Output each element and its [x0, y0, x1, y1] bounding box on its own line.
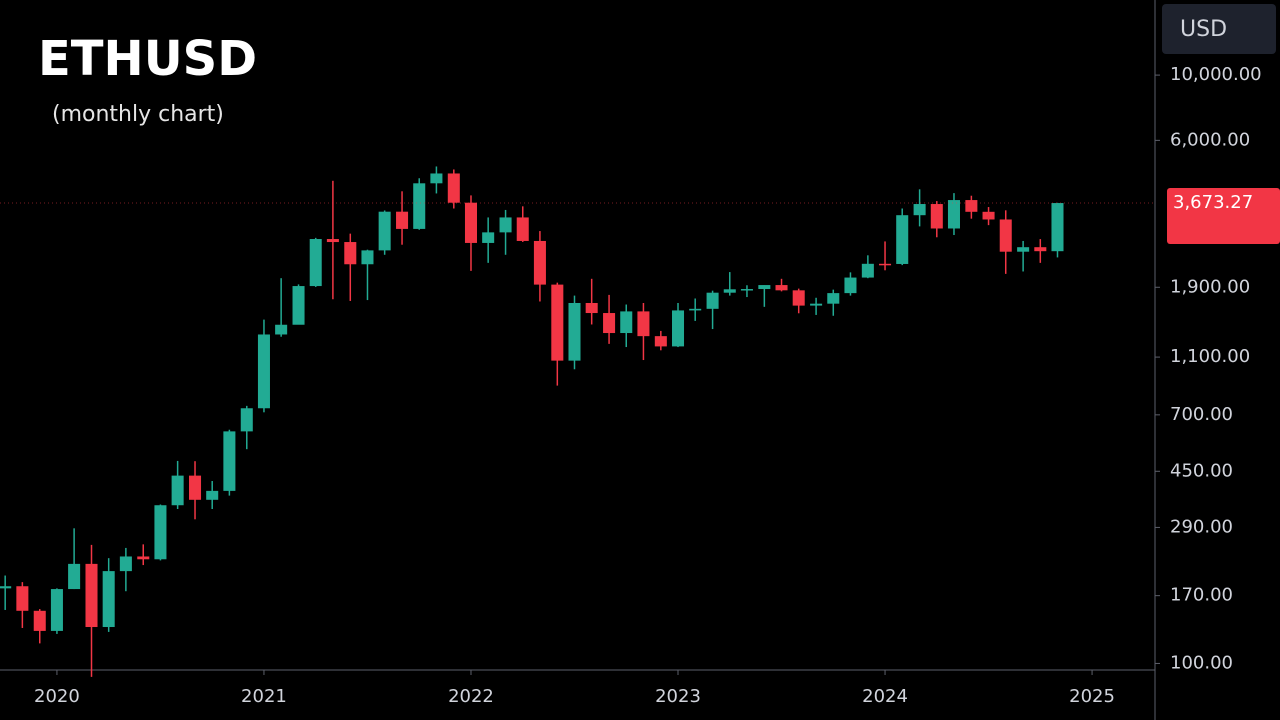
candle-body: [68, 563, 81, 590]
candle-body: [568, 302, 581, 361]
x-tick-label: 2024: [862, 686, 908, 707]
candle-body: [137, 556, 150, 560]
x-tick-label: 2023: [655, 686, 701, 707]
candle-body: [223, 431, 236, 491]
x-tick-label: 2022: [448, 686, 494, 707]
last-price-box: [1167, 188, 1280, 245]
candle-body: [982, 211, 995, 220]
plot-area: [0, 166, 1064, 677]
candle-body: [999, 219, 1012, 252]
candle-body: [533, 240, 546, 285]
y-tick-label: 100.00: [1170, 652, 1233, 673]
candle-body: [85, 563, 98, 628]
candle-body: [344, 242, 357, 265]
candle-body: [896, 215, 909, 264]
candle-body: [1034, 247, 1047, 252]
x-tick-label: 2021: [241, 686, 287, 707]
candle-body: [447, 173, 460, 203]
candle-body: [723, 289, 736, 293]
candle-body: [671, 310, 685, 347]
candle-body: [879, 263, 892, 266]
candle-body: [206, 490, 219, 500]
y-tick-label: 450.00: [1170, 460, 1233, 481]
candle-body: [689, 308, 702, 311]
candle-body: [0, 586, 12, 589]
candle-body: [930, 204, 943, 229]
y-tick-label: 700.00: [1170, 404, 1233, 425]
candle-body: [154, 505, 167, 560]
candle-body: [792, 290, 805, 306]
candle-body: [16, 586, 29, 611]
candle-body: [603, 313, 616, 334]
candle-body: [189, 475, 202, 500]
candle-body: [516, 217, 529, 241]
candle-body: [1051, 203, 1064, 252]
candle-body: [482, 232, 495, 243]
candle-body: [740, 289, 753, 291]
candle-body: [585, 302, 598, 314]
candle-body: [396, 211, 409, 229]
candle-body: [758, 285, 771, 290]
candle-body: [499, 217, 512, 233]
y-tick-label: 1,100.00: [1170, 346, 1250, 367]
candle-body: [309, 239, 322, 287]
candle-body: [620, 311, 633, 334]
y-tick-label: 6,000.00: [1170, 129, 1250, 150]
chart-subtitle: (monthly chart): [52, 102, 224, 127]
candle-body: [637, 311, 650, 337]
y-tick-label: 10,000.00: [1170, 64, 1262, 85]
y-tick-label: 1,900.00: [1170, 276, 1250, 297]
candle-body: [102, 571, 115, 628]
candle-body: [706, 292, 719, 309]
candle-body: [464, 202, 477, 243]
candle-body: [810, 303, 823, 306]
currency-box[interactable]: [1162, 4, 1276, 54]
candle-body: [275, 324, 288, 335]
y-tick-label: 170.00: [1170, 585, 1233, 606]
candle-body: [361, 250, 374, 265]
candle-body: [50, 589, 63, 631]
candle-body: [827, 293, 840, 304]
last-price-label: 3,673.27: [1173, 192, 1253, 213]
x-tick-label: 2020: [34, 686, 80, 707]
y-tick-label: 290.00: [1170, 516, 1233, 537]
candle-body: [861, 263, 874, 278]
candle-body: [775, 285, 788, 291]
candle-body: [413, 183, 426, 229]
candle-body: [240, 408, 253, 432]
candle-body: [913, 204, 926, 216]
candle-body: [292, 286, 305, 325]
chart-title: ETHUSD: [38, 31, 257, 87]
candle-body: [844, 277, 857, 294]
candle-body: [33, 610, 46, 631]
candle-body: [947, 200, 960, 229]
candle-body: [1017, 247, 1030, 252]
candle-body: [171, 475, 184, 506]
candle-body: [326, 239, 339, 243]
candle-body: [654, 336, 667, 347]
candle-body: [551, 284, 564, 361]
candle-body: [965, 200, 978, 212]
x-tick-label: 2025: [1069, 686, 1115, 707]
candle-body: [257, 334, 270, 409]
candle-body: [378, 211, 391, 251]
candle-body: [430, 173, 443, 184]
candle-body: [119, 556, 132, 572]
currency-label: USD: [1180, 17, 1227, 42]
